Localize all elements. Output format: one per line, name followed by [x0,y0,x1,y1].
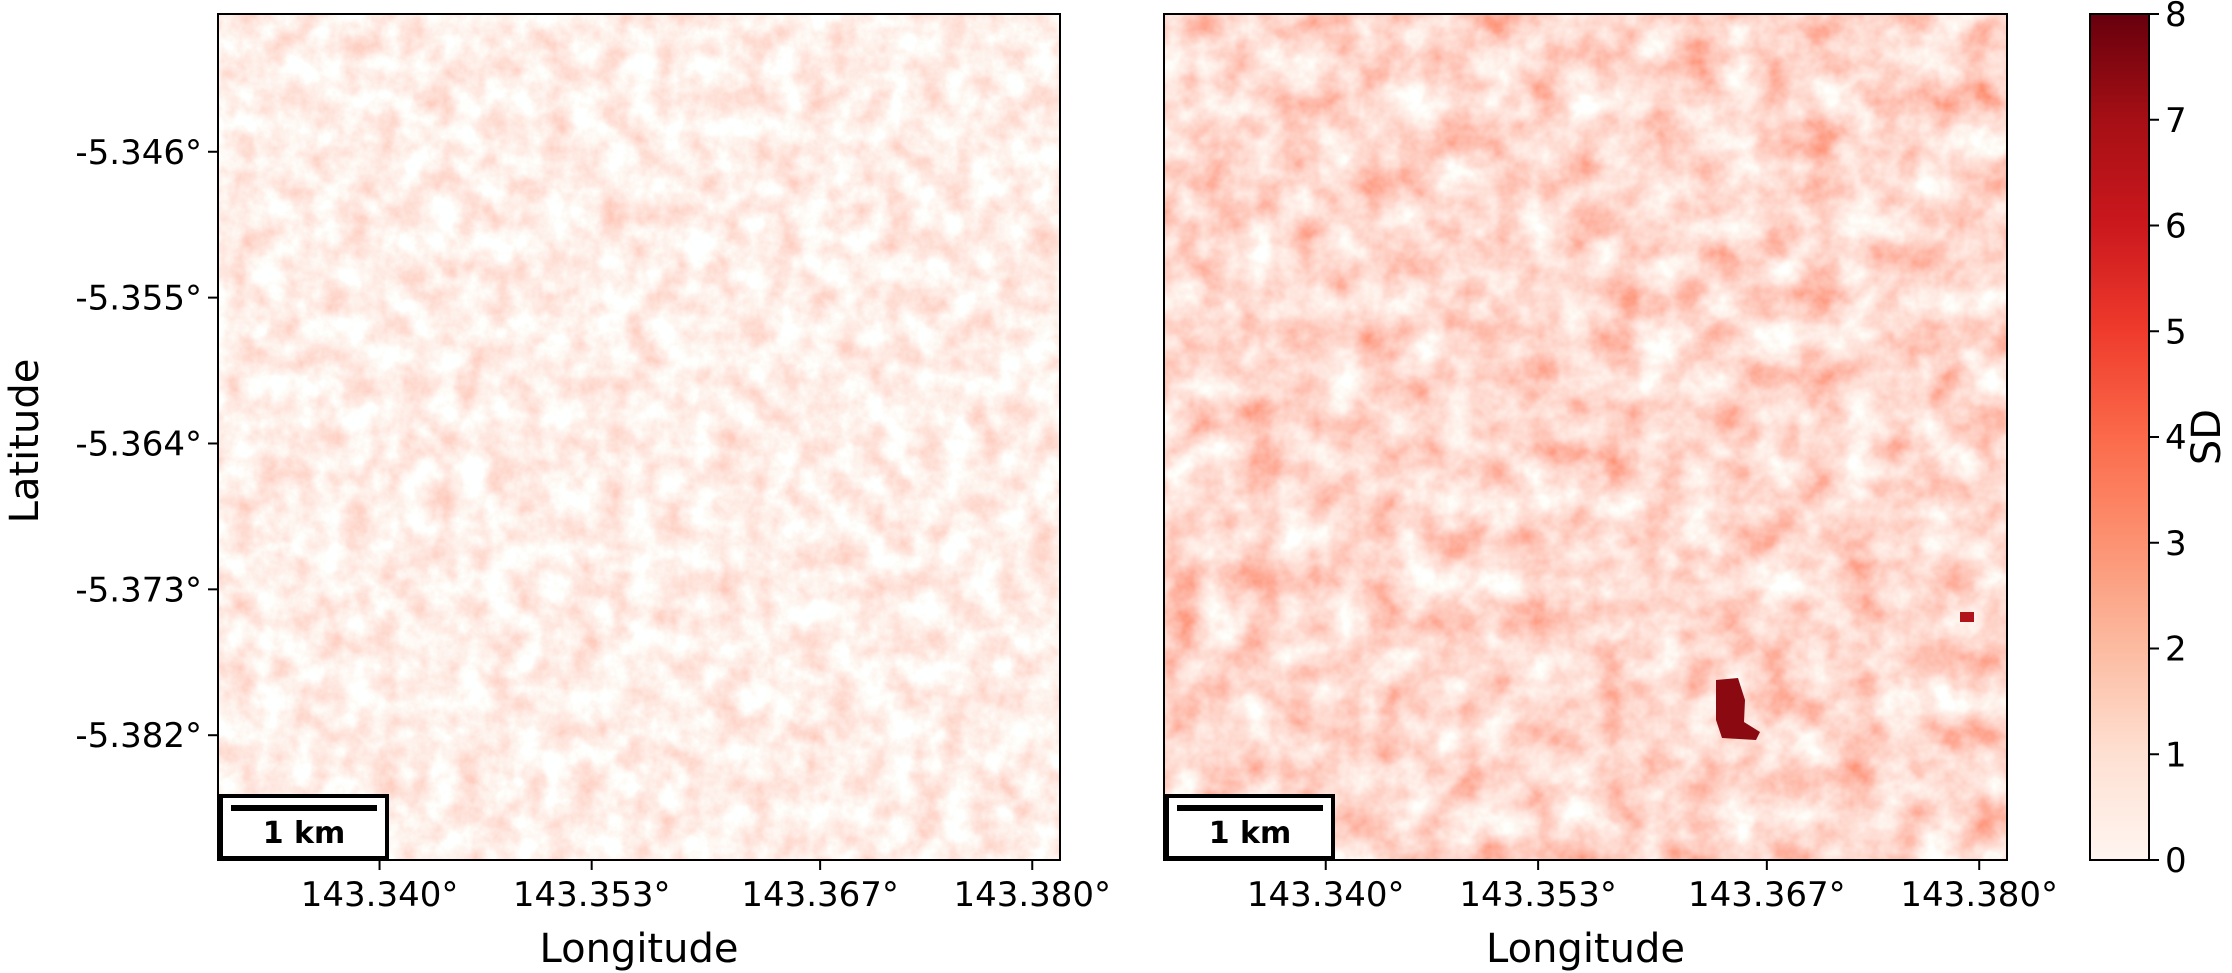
hotspot [1716,678,1760,740]
y-tick-label: -5.355° [75,279,202,319]
x-tick-label: 143.380° [953,875,1111,915]
y-tick-label: -5.364° [75,424,202,464]
colorbar-tick-label: 7 [2165,101,2187,141]
colorbar-tick-label: 1 [2165,735,2187,775]
plot-frame [217,13,1061,861]
x-tick-label: 143.353° [513,875,671,915]
x-axis-label: Longitude [1486,926,1685,972]
colorbar-tick-label: 8 [2165,0,2187,35]
plot-frame [1163,13,2008,861]
colorbar [2089,13,2150,861]
colorbar-tick-label: 5 [2165,312,2187,352]
x-tick-label: 143.353° [1459,875,1617,915]
heatmap-image [218,14,1060,860]
x-tick-label: 143.340° [1247,875,1405,915]
heatmap-image [1164,14,2007,860]
colorbar-tick-label: 2 [2165,630,2187,670]
colorbar-tick-label: 4 [2165,418,2187,458]
colorbar-tick-label: 6 [2165,207,2187,247]
x-tick-label: 143.367° [741,875,899,915]
colorbar-label: SD [2184,409,2230,465]
colorbar-tick-label: 3 [2165,524,2187,564]
colorbar-tick-label: 0 [2165,841,2187,881]
y-tick-label: -5.346° [75,133,202,173]
scale-bar-label: 1 km [1209,816,1292,851]
hotspot [1960,612,1974,622]
y-tick-label: -5.373° [75,570,202,610]
x-tick-label: 143.380° [1900,875,2058,915]
x-tick-label: 143.367° [1688,875,1846,915]
scale-bar-label: 1 km [263,816,346,851]
y-axis-label: Latitude [2,359,48,524]
x-axis-label: Longitude [540,926,739,972]
y-tick-label: -5.382° [75,716,202,756]
x-tick-label: 143.340° [301,875,459,915]
